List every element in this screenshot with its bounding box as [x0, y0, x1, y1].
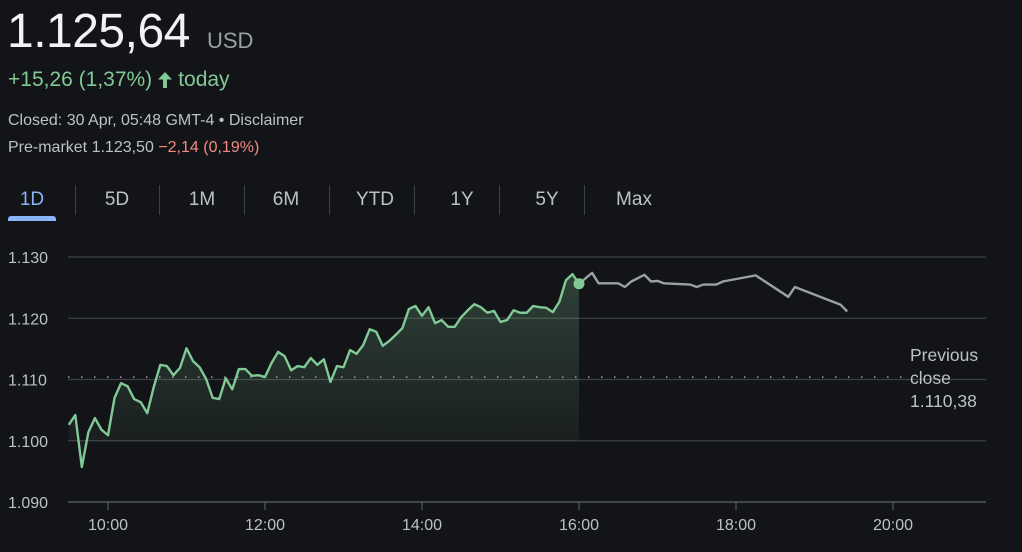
- divider: [159, 185, 160, 215]
- closed-text: Closed: 30 Apr, 05:48 GMT-4: [8, 112, 215, 129]
- arrow-up-icon: [157, 71, 173, 89]
- divider: [75, 185, 76, 215]
- previous-close-label: Previous close 1.110,38: [910, 344, 978, 413]
- separator: •: [218, 112, 225, 129]
- tab-max[interactable]: Max: [616, 189, 652, 210]
- divider: [499, 185, 500, 215]
- previous-close-value: 1.110,38: [910, 391, 977, 411]
- x-tick-label: 14:00: [402, 517, 442, 534]
- premarket-info: Pre-market 1.123,50 −2,14 (0,19%): [8, 139, 259, 157]
- disclaimer-link[interactable]: Disclaimer: [228, 112, 304, 129]
- tab-1d[interactable]: 1D: [8, 180, 56, 220]
- previous-close-title-line1: Previous: [910, 345, 979, 365]
- price-change: +15,26 (1,37%) today: [8, 68, 230, 92]
- divider: [329, 185, 330, 215]
- tab-5y[interactable]: 5Y: [535, 189, 559, 210]
- currency-label: USD: [207, 28, 254, 53]
- x-tick-label: 10:00: [88, 517, 128, 534]
- x-tick-label: 16:00: [559, 517, 599, 534]
- y-tick-label: 1.100: [8, 434, 48, 451]
- current-price: 1.125,64: [7, 5, 190, 58]
- divider: [244, 185, 245, 215]
- previous-close-title-line2: close: [910, 368, 951, 388]
- y-tick-label: 1.130: [8, 250, 48, 267]
- y-tick-label: 1.110: [8, 373, 47, 390]
- divider: [414, 185, 415, 215]
- market-status: Closed: 30 Apr, 05:48 GMT-4 • Disclaimer: [8, 112, 304, 130]
- change-period: today: [178, 68, 230, 91]
- close-point-marker: [573, 278, 585, 290]
- divider: [584, 185, 585, 215]
- x-tick-label: 18:00: [716, 517, 756, 534]
- after-hours-line: [578, 271, 849, 313]
- x-tick-label: 12:00: [245, 517, 285, 534]
- tab-1m[interactable]: 1M: [188, 189, 216, 210]
- tab-6m[interactable]: 6M: [272, 189, 300, 210]
- x-tick-label: 20:00: [873, 517, 913, 534]
- tab-5d[interactable]: 5D: [104, 189, 130, 210]
- premarket-change: −2,14 (0,19%): [158, 139, 260, 156]
- regular-session-line: [67, 272, 580, 469]
- change-value: +15,26 (1,37%): [8, 68, 153, 91]
- regular-session-area: [68, 274, 579, 468]
- tab-ytd[interactable]: YTD: [356, 189, 394, 210]
- tab-1y[interactable]: 1Y: [450, 189, 474, 210]
- premarket-price: Pre-market 1.123,50: [8, 139, 154, 156]
- y-tick-label: 1.120: [8, 311, 48, 328]
- y-tick-label: 1.090: [8, 495, 48, 512]
